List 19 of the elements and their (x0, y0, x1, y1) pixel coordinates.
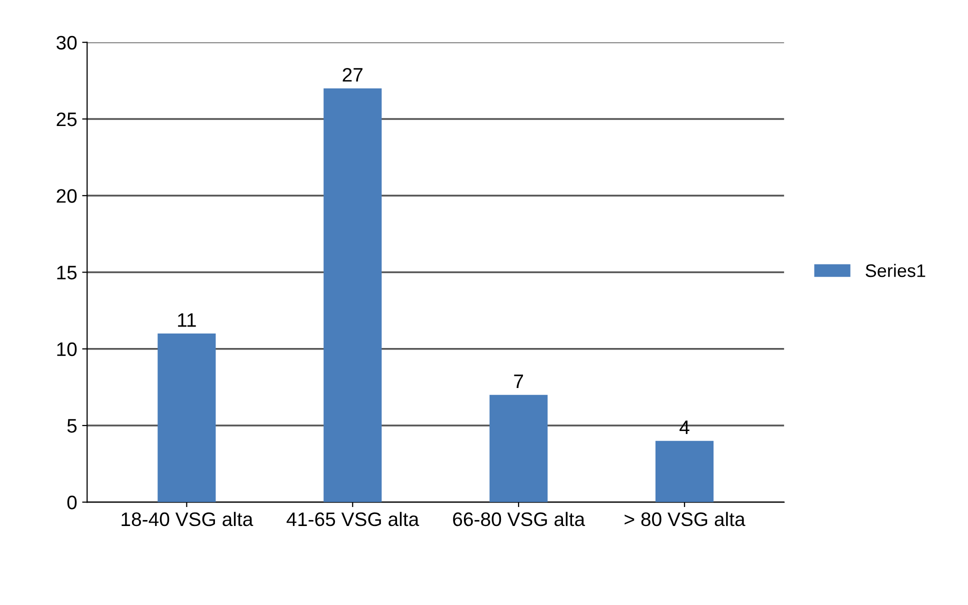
y-tick-label: 0 (67, 496, 77, 510)
y-tick-label: 10 (57, 342, 77, 356)
data-label: 27 (342, 68, 362, 82)
data-label: 7 (514, 374, 524, 388)
bar (655, 440, 714, 502)
y-tick-label: 30 (56, 36, 77, 50)
y-tick-label: 5 (67, 419, 77, 433)
x-tick-label: 18-40 VSG alta (122, 512, 254, 526)
x-tick-label: > 80 VSG alta (624, 512, 746, 526)
bar (490, 394, 548, 502)
y-tick-label: 25 (56, 112, 77, 126)
bar (158, 334, 216, 502)
data-label: 11 (178, 313, 196, 327)
y-tick-label: 15 (57, 266, 77, 280)
legend-label: Series1 (866, 264, 926, 278)
y-tick-label: 20 (56, 189, 77, 203)
x-tick-label: 66-80 VSG alta (453, 512, 586, 526)
x-tick-label: 41-65 VSG alta (286, 512, 420, 526)
bar (324, 88, 382, 502)
